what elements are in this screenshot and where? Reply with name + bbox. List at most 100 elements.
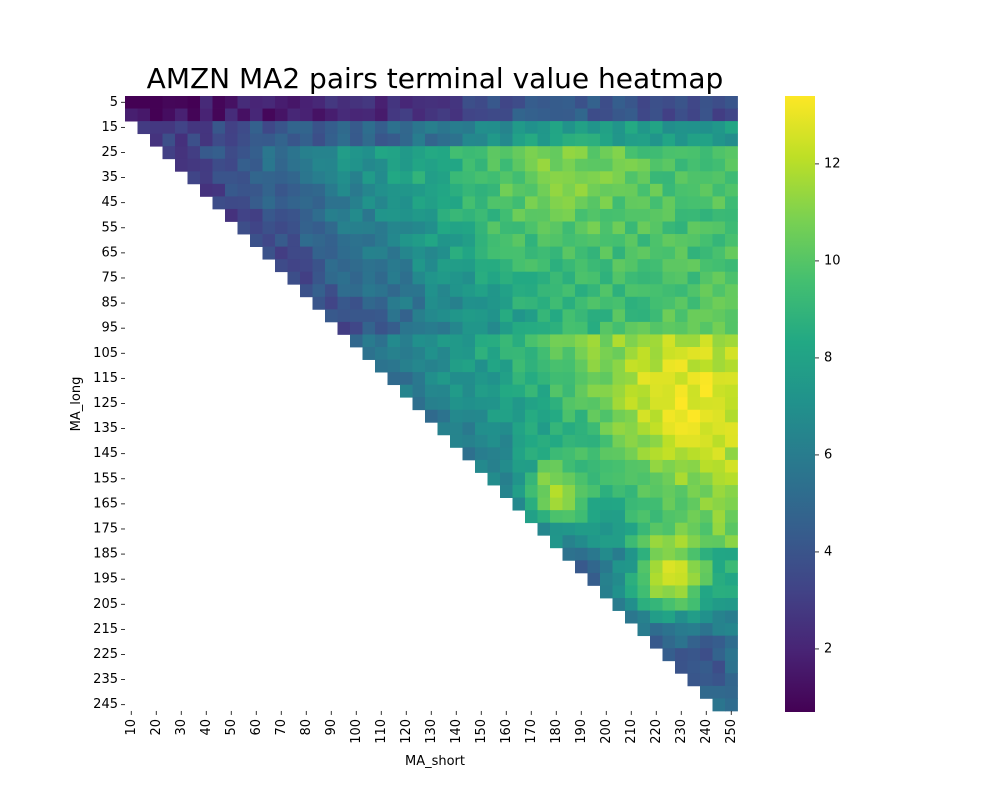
- heatmap-cell: [512, 321, 526, 335]
- heatmap-cell: [437, 397, 451, 411]
- heatmap-cell: [675, 585, 688, 599]
- heatmap-cell: [350, 108, 363, 122]
- heatmap-cell: [675, 208, 688, 222]
- heatmap-cell: [500, 321, 513, 335]
- heatmap-cell: [250, 96, 263, 109]
- heatmap-cell: [575, 234, 588, 247]
- heatmap-cell: [725, 221, 738, 235]
- heatmap-cell: [575, 196, 588, 210]
- heatmap-cell: [375, 359, 388, 373]
- heatmap-cell: [487, 409, 501, 423]
- heatmap-cell: [562, 510, 576, 524]
- heatmap-cell: [637, 422, 651, 436]
- heatmap-cell: [325, 208, 338, 222]
- heatmap-cell: [250, 221, 263, 235]
- heatmap-cell: [625, 146, 638, 160]
- heatmap-cell: [462, 96, 476, 109]
- x-tick-label: 180: [549, 719, 564, 744]
- heatmap-cell: [687, 623, 701, 637]
- heatmap-cell: [425, 96, 438, 109]
- heatmap-cell: [725, 271, 738, 285]
- heatmap-cell: [587, 535, 601, 549]
- heatmap-cell: [487, 296, 501, 310]
- heatmap-cell: [662, 472, 676, 486]
- heatmap-cell: [575, 409, 588, 423]
- heatmap-cell: [500, 397, 513, 411]
- heatmap-cell: [637, 334, 651, 348]
- heatmap-cell: [587, 459, 601, 473]
- heatmap-cell: [662, 309, 676, 323]
- heatmap-cell: [587, 572, 601, 586]
- heatmap-cell: [500, 447, 513, 461]
- heatmap-cell: [687, 485, 701, 498]
- heatmap-cell: [725, 259, 738, 273]
- heatmap-cell: [687, 572, 701, 586]
- heatmap-cell: [537, 347, 551, 360]
- heatmap-cell: [487, 334, 501, 348]
- heatmap-cell: [725, 623, 738, 637]
- heatmap-cell: [375, 296, 388, 310]
- heatmap-cell: [687, 146, 701, 160]
- heatmap-cell: [562, 422, 576, 436]
- heatmap-cell: [600, 146, 613, 160]
- heatmap-cell: [712, 459, 726, 473]
- heatmap-cell: [700, 434, 713, 448]
- heatmap-cell: [637, 221, 651, 235]
- heatmap-cell: [550, 359, 563, 373]
- heatmap-cell: [387, 234, 401, 247]
- heatmap-cell: [650, 635, 663, 649]
- heatmap-cell: [700, 459, 713, 473]
- heatmap-cell: [600, 384, 613, 398]
- heatmap-cell: [425, 121, 438, 135]
- heatmap-cell: [700, 259, 713, 273]
- heatmap-cell: [662, 485, 676, 498]
- heatmap-cell: [287, 183, 301, 197]
- heatmap-cell: [412, 296, 426, 310]
- heatmap-cell: [650, 572, 663, 586]
- heatmap-cell: [537, 510, 551, 524]
- heatmap-cell: [550, 397, 563, 411]
- heatmap-cell: [425, 171, 438, 185]
- heatmap-cell: [362, 234, 376, 247]
- heatmap-cell: [725, 384, 738, 398]
- y-tick-label: 95: [101, 321, 118, 336]
- heatmap-cell: [350, 121, 363, 135]
- heatmap-cell: [712, 397, 726, 411]
- heatmap-cell: [362, 171, 376, 185]
- heatmap-cell: [512, 96, 526, 109]
- y-tick-label: 155: [93, 471, 118, 486]
- heatmap-cell: [562, 208, 576, 222]
- heatmap-cell: [625, 434, 638, 448]
- heatmap-cell: [375, 183, 388, 197]
- heatmap-cell: [550, 522, 563, 536]
- heatmap-cell: [625, 497, 638, 511]
- heatmap-cell: [350, 296, 363, 310]
- heatmap-cell: [350, 146, 363, 160]
- heatmap-cell: [550, 472, 563, 486]
- heatmap-cell: [712, 208, 726, 222]
- heatmap-cell: [225, 96, 238, 109]
- heatmap-cell: [637, 397, 651, 411]
- heatmap-cell: [550, 434, 563, 448]
- heatmap-cell: [375, 246, 388, 260]
- heatmap-cell: [675, 409, 688, 423]
- heatmap-cell: [550, 196, 563, 210]
- heatmap-cell: [575, 459, 588, 473]
- heatmap-cell: [700, 347, 713, 360]
- heatmap-cell: [700, 560, 713, 574]
- heatmap-cell: [612, 598, 626, 611]
- heatmap-cell: [337, 146, 351, 160]
- heatmap-cell: [575, 334, 588, 348]
- heatmap-cell: [562, 196, 576, 210]
- heatmap-cell: [662, 447, 676, 461]
- heatmap-cell: [712, 623, 726, 637]
- heatmap-cell: [412, 221, 426, 235]
- heatmap-cell: [400, 171, 413, 185]
- heatmap-cell: [700, 585, 713, 599]
- heatmap-cell: [412, 384, 426, 398]
- heatmap-cell: [712, 96, 726, 109]
- heatmap-cell: [650, 359, 663, 373]
- heatmap-cell: [437, 246, 451, 260]
- heatmap-cell: [412, 146, 426, 160]
- heatmap-cell: [287, 271, 301, 285]
